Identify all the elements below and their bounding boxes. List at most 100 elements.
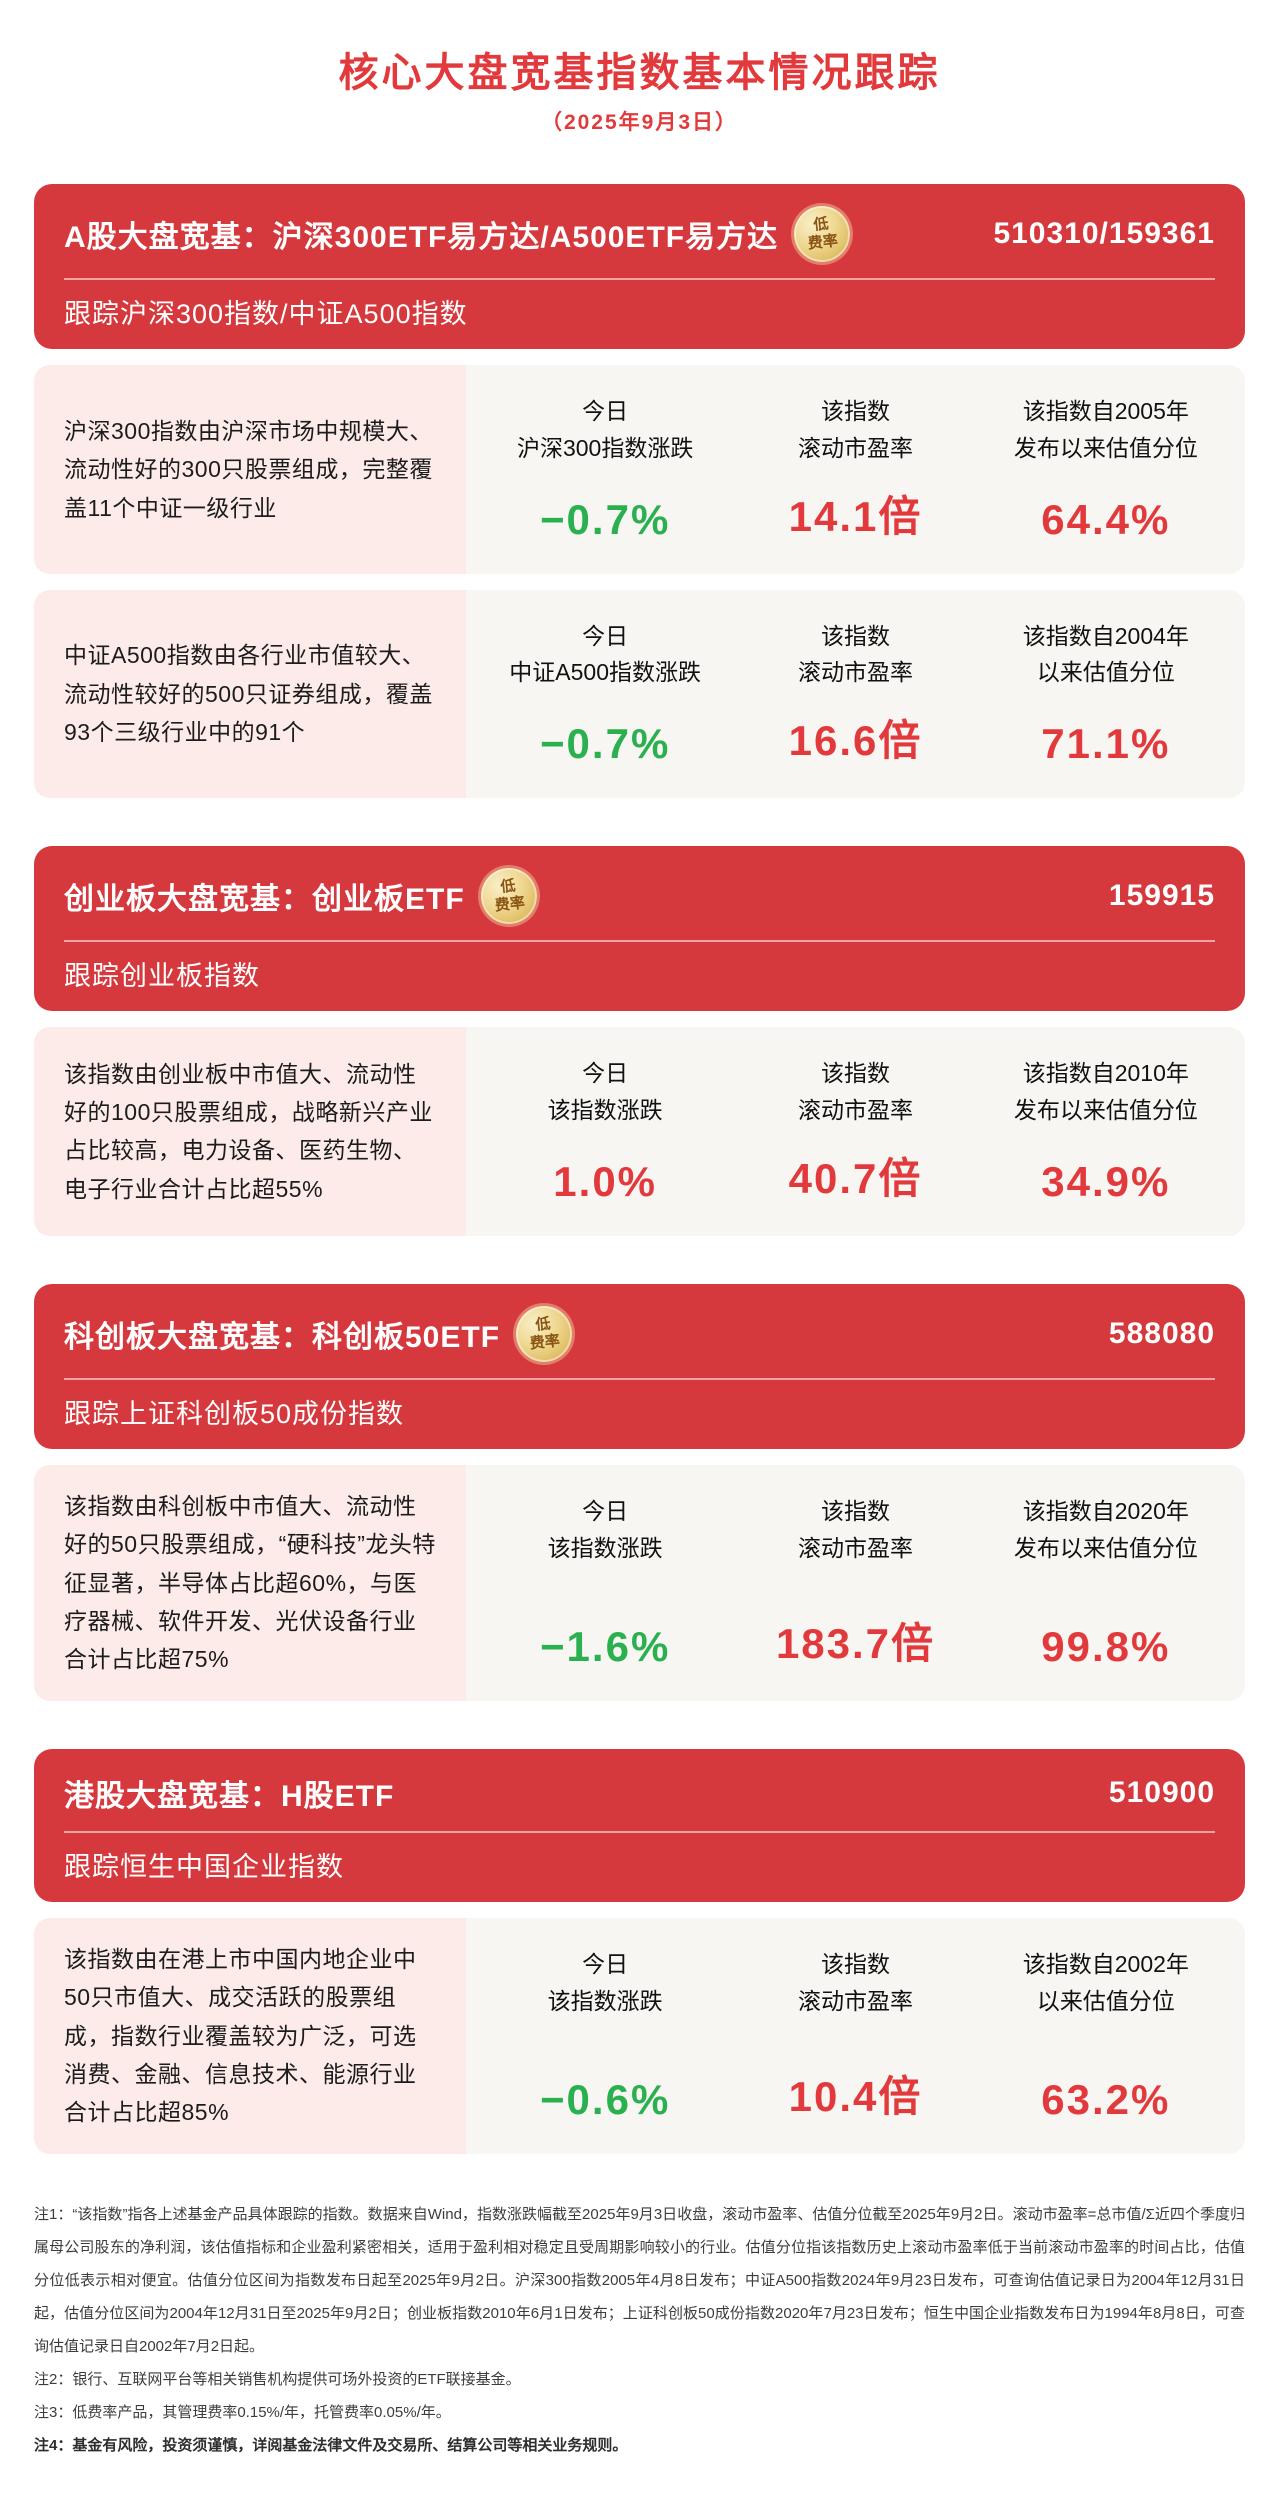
stat-pe-ratio: 该指数 滚动市盈率 40.7倍 xyxy=(730,1055,980,1206)
stat-value: 1.0% xyxy=(553,1157,658,1205)
index-description: 中证A500指数由各行业市值较大、流动性较好的500只证券组成，覆盖93个三级行… xyxy=(34,589,466,799)
section-title: 港股大盘宽基：H股ETF xyxy=(64,1779,395,1813)
footnote-2: 注2：银行、互联网平台等相关销售机构提供可场外投资的ETF联接基金。 xyxy=(34,2370,521,2388)
section-header-chinext: 创业板大盘宽基：创业板ETF 低 费率 159915 跟踪创业板指数 xyxy=(34,846,1245,1012)
badge-text-bottom: 费率 xyxy=(807,232,839,253)
badge-text-bottom: 费率 xyxy=(529,1332,561,1353)
low-fee-badge-icon: 低 费率 xyxy=(477,865,540,927)
stat-today-change: 今日 中证A500指数涨跌 −0.7% xyxy=(480,618,730,769)
index-row-chinext: 该指数由创业板中市值大、流动性好的100只股票组成，战略新兴产业占比较高，电力设… xyxy=(34,1027,1245,1236)
stat-value: 64.4% xyxy=(1041,495,1171,543)
index-row-star50: 该指数由科创板中市值大、流动性好的50只股票组成，“硬科技”龙头特征显著，半导体… xyxy=(34,1464,1245,1701)
index-stats: 今日 该指数涨跌 −1.6% 该指数 滚动市盈率 183.7倍 该指数自2020… xyxy=(466,1464,1245,1701)
fund-code: 510310/159361 xyxy=(993,217,1215,250)
footnote-1: 注1：“该指数”指各上述基金产品具体跟踪的指数。数据来自Wind，指数涨跌幅截至… xyxy=(34,2205,1245,2355)
index-description: 该指数由创业板中市值大、流动性好的100只股票组成，战略新兴产业占比较高，电力设… xyxy=(34,1027,466,1236)
stat-value: 14.1倍 xyxy=(788,492,923,540)
stat-value: −0.6% xyxy=(540,2075,671,2123)
stat-label: 该指数自2004年 以来估值分位 xyxy=(1022,622,1189,686)
header-divider xyxy=(64,278,1215,280)
stat-label: 今日 该指数涨跌 xyxy=(547,1950,663,2014)
index-stats: 今日 中证A500指数涨跌 −0.7% 该指数 滚动市盈率 16.6倍 该指数自… xyxy=(466,589,1245,799)
header-divider xyxy=(64,1377,1215,1380)
index-row-hs300: 沪深300指数由沪深市场中规模大、流动性好的300只股票组成，完整覆盖11个中证… xyxy=(34,365,1245,574)
stat-pe-ratio: 该指数 滚动市盈率 183.7倍 xyxy=(730,1493,980,1671)
section-hshare: 港股大盘宽基：H股ETF 510900 跟踪恒生中国企业指数 该指数由在港上市中… xyxy=(34,1748,1245,2154)
section-chinext: 创业板大盘宽基：创业板ETF 低 费率 159915 跟踪创业板指数 该指数由创… xyxy=(34,846,1245,1236)
stat-label: 该指数 滚动市盈率 xyxy=(797,622,913,686)
stat-value: 183.7倍 xyxy=(775,1619,936,1667)
stat-today-change: 今日 该指数涨跌 1.0% xyxy=(480,1055,730,1206)
stat-label: 该指数自2002年 以来估值分位 xyxy=(1022,1950,1189,2014)
section-header-star50: 科创板大盘宽基：科创板50ETF 低 费率 588080 跟踪上证科创板50成份… xyxy=(34,1283,1245,1449)
index-row-a500: 中证A500指数由各行业市值较大、流动性较好的500只证券组成，覆盖93个三级行… xyxy=(34,589,1245,799)
header-divider xyxy=(64,940,1215,943)
stat-value: 10.4倍 xyxy=(788,2072,923,2120)
footnotes: 注1：“该指数”指各上述基金产品具体跟踪的指数。数据来自Wind，指数涨跌幅截至… xyxy=(34,2198,1245,2462)
low-fee-badge-icon: 低 费率 xyxy=(791,203,853,265)
stat-label: 今日 中证A500指数涨跌 xyxy=(509,622,702,686)
page-date: （2025年9月3日） xyxy=(540,111,739,134)
stat-value: −1.6% xyxy=(540,1622,671,1670)
section-star50: 科创板大盘宽基：科创板50ETF 低 费率 588080 跟踪上证科创板50成份… xyxy=(34,1283,1245,1701)
badge-text-top: 低 xyxy=(812,215,830,234)
badge-text-bottom: 费率 xyxy=(493,894,526,915)
header-top: 港股大盘宽基：H股ETF 510900 xyxy=(64,1771,1215,1815)
stat-label: 今日 该指数涨跌 xyxy=(547,1060,663,1123)
header-top: 创业板大盘宽基：创业板ETF 低 费率 159915 xyxy=(64,865,1215,927)
section-subtitle: 跟踪上证科创板50成份指数 xyxy=(64,1398,405,1429)
stat-label: 该指数 滚动市盈率 xyxy=(797,1950,913,2014)
section-subtitle: 跟踪沪深300指数/中证A500指数 xyxy=(64,299,468,329)
stat-label: 该指数自2005年 发布以来估值分位 xyxy=(1013,398,1198,461)
header-top: 科创板大盘宽基：科创板50ETF 低 费率 588080 xyxy=(64,1303,1215,1365)
index-stats: 今日 该指数涨跌 −0.6% 该指数 滚动市盈率 10.4倍 该指数自2002年… xyxy=(466,1917,1245,2154)
stat-valuation-percentile: 该指数自2002年 以来估值分位 63.2% xyxy=(981,1946,1231,2124)
badge-text-top: 低 xyxy=(499,877,517,896)
stat-value: 99.8% xyxy=(1041,1622,1171,1670)
section-title: A股大盘宽基：沪深300ETF易方达/A500ETF易方达 xyxy=(64,221,779,254)
section-title: 创业板大盘宽基：创业板ETF xyxy=(64,883,465,917)
section-a-share: A股大盘宽基：沪深300ETF易方达/A500ETF易方达 低 费率 51031… xyxy=(34,184,1245,799)
stat-label: 该指数 滚动市盈率 xyxy=(797,1497,913,1561)
section-header-a-share: A股大盘宽基：沪深300ETF易方达/A500ETF易方达 低 费率 51031… xyxy=(34,184,1245,349)
stat-pe-ratio: 该指数 滚动市盈率 14.1倍 xyxy=(730,393,980,544)
stat-label: 该指数 滚动市盈率 xyxy=(797,1060,913,1123)
fund-code: 510900 xyxy=(1108,1775,1215,1809)
index-stats: 今日 该指数涨跌 1.0% 该指数 滚动市盈率 40.7倍 该指数自2010年 … xyxy=(466,1027,1245,1236)
stat-pe-ratio: 该指数 滚动市盈率 10.4倍 xyxy=(730,1946,980,2124)
stat-label: 该指数自2020年 发布以来估值分位 xyxy=(1013,1497,1198,1561)
stat-label: 该指数自2010年 发布以来估值分位 xyxy=(1013,1060,1198,1123)
stat-value: −0.7% xyxy=(540,495,671,543)
stat-label: 今日 沪深300指数涨跌 xyxy=(516,398,694,461)
footnote-4: 注4：基金有风险，投资须谨慎，详阅基金法律文件及交易所、结算公司等相关业务规则。 xyxy=(34,2436,628,2454)
section-subtitle: 跟踪恒生中国企业指数 xyxy=(64,1851,344,1882)
header-top: A股大盘宽基：沪深300ETF易方达/A500ETF易方达 低 费率 51031… xyxy=(64,203,1215,265)
stat-label: 今日 该指数涨跌 xyxy=(547,1497,663,1561)
stat-valuation-percentile: 该指数自2010年 发布以来估值分位 34.9% xyxy=(981,1055,1231,1206)
index-description: 该指数由在港上市中国内地企业中50只市值大、成交活跃的股票组成，指数行业覆盖较为… xyxy=(34,1917,466,2154)
stat-valuation-percentile: 该指数自2005年 发布以来估值分位 64.4% xyxy=(981,393,1231,544)
badge-text-top: 低 xyxy=(534,1315,552,1334)
stat-value: 63.2% xyxy=(1041,2075,1171,2123)
section-header-hshare: 港股大盘宽基：H股ETF 510900 跟踪恒生中国企业指数 xyxy=(34,1748,1245,1902)
stat-pe-ratio: 该指数 滚动市盈率 16.6倍 xyxy=(730,618,980,769)
stat-today-change: 今日 沪深300指数涨跌 −0.7% xyxy=(480,393,730,544)
stat-value: 40.7倍 xyxy=(788,1154,923,1202)
stat-value: 71.1% xyxy=(1041,720,1171,768)
header-divider xyxy=(64,1830,1215,1833)
stat-today-change: 今日 该指数涨跌 −1.6% xyxy=(480,1493,730,1671)
stat-valuation-percentile: 该指数自2020年 发布以来估值分位 99.8% xyxy=(981,1493,1231,1671)
fund-code: 588080 xyxy=(1108,1316,1215,1350)
section-subtitle: 跟踪创业板指数 xyxy=(64,961,260,992)
fund-code: 159915 xyxy=(1108,879,1215,913)
low-fee-badge-icon: 低 费率 xyxy=(513,1303,575,1365)
stat-label: 该指数 滚动市盈率 xyxy=(797,398,913,461)
stat-value: −0.7% xyxy=(540,720,671,768)
stat-today-change: 今日 该指数涨跌 −0.6% xyxy=(480,1946,730,2124)
index-stats: 今日 沪深300指数涨跌 −0.7% 该指数 滚动市盈率 14.1倍 该指数自2… xyxy=(466,365,1245,574)
stat-value: 34.9% xyxy=(1041,1157,1171,1205)
index-description: 该指数由科创板中市值大、流动性好的50只股票组成，“硬科技”龙头特征显著，半导体… xyxy=(34,1464,466,1701)
page-title: 核心大盘宽基指数基本情况跟踪 xyxy=(338,51,941,95)
index-row-hshare: 该指数由在港上市中国内地企业中50只市值大、成交活跃的股票组成，指数行业覆盖较为… xyxy=(34,1917,1245,2154)
